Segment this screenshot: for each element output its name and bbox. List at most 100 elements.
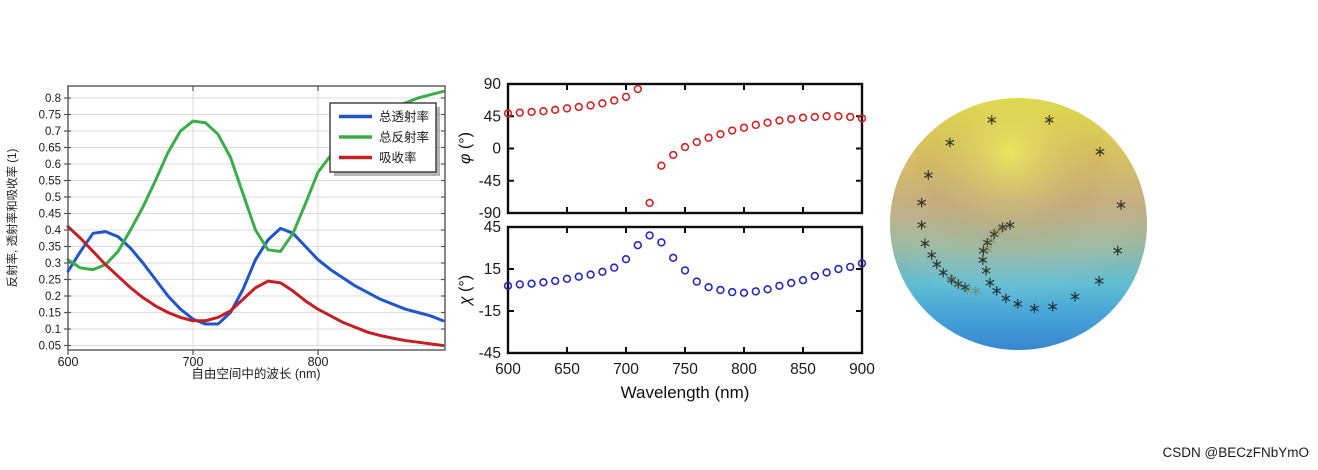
- data-point: [562, 274, 572, 283]
- y-tick-label: 0.3: [45, 258, 61, 270]
- sphere-marker: [985, 277, 995, 288]
- y-tick-label: 0.1: [45, 324, 61, 336]
- chi-tick-labels: 600 650 700 750 800 850 900 45 15 -15 -45: [479, 219, 876, 378]
- data-point: [763, 118, 772, 127]
- sphere-marker-dim: [983, 244, 993, 254]
- chi-scatter-chart: 600 650 700 750 800 850 900 45 15 -15 -45 χ (°) Wa…: [457, 219, 875, 402]
- data-point: [645, 198, 654, 208]
- data-point: [657, 238, 666, 247]
- x-tick-label: 850: [790, 361, 816, 378]
- x-tick-label: 800: [731, 361, 757, 378]
- data-point: [763, 285, 772, 294]
- chi-tick-marks: [507, 226, 863, 354]
- data-point: [834, 112, 843, 121]
- data-point: [810, 112, 819, 122]
- y-tick-label: 0: [492, 141, 501, 158]
- sphere-marker-dim: [997, 223, 1007, 234]
- data-point: [562, 104, 572, 113]
- y-tick-label: -90: [479, 205, 502, 222]
- sphere-marker: [923, 170, 933, 180]
- left-xaxis-label: 自由空间中的波长 (nm): [191, 366, 320, 381]
- chi-data-points: [503, 231, 867, 297]
- y-tick-label: 90: [484, 76, 502, 93]
- data-point: [727, 287, 737, 297]
- sphere-marker: [1005, 220, 1015, 230]
- data-point: [680, 142, 690, 152]
- data-point: [739, 288, 749, 297]
- left-tick-marks: [64, 86, 445, 355]
- data-point: [786, 278, 796, 288]
- sphere-marker: [992, 285, 1002, 296]
- data-point: [704, 133, 713, 142]
- data-point: [633, 241, 642, 250]
- spectra-line-chart: 0.05 0.1 0.15 0.2 0.25 0.3 0.35 0.4 0.45 0.5 0.55 0…: [5, 85, 446, 381]
- left-yaxis-label: 反射率, 透射率和吸收率 (1): [5, 149, 19, 288]
- data-point: [857, 114, 867, 123]
- data-point: [834, 264, 843, 274]
- data-point: [586, 270, 595, 279]
- data-point: [668, 150, 678, 160]
- y-tick-label: -45: [479, 345, 501, 362]
- y-tick-label: 0.05: [39, 341, 61, 353]
- data-point: [751, 287, 760, 296]
- chi-plot-frame: [506, 225, 864, 355]
- curve-总透射率: [66, 226, 445, 326]
- data-point: [586, 101, 595, 110]
- left-tick-labels: 0.05 0.1 0.15 0.2 0.25 0.3 0.35 0.4 0.45 0.5 0.55 0…: [39, 93, 329, 369]
- data-point: [539, 278, 548, 287]
- data-point: [786, 114, 796, 124]
- phi-plot-frame: [506, 82, 864, 215]
- chi-axis-label: χ (°): [457, 275, 474, 307]
- legend-label: 吸收率: [379, 150, 417, 165]
- sphere-marker-dim: [986, 235, 996, 246]
- sphere-marker-dim: [953, 279, 963, 290]
- data-point: [515, 280, 524, 289]
- sphere-marker: [978, 255, 988, 265]
- sphere-marker-dim: [971, 286, 981, 296]
- data-point: [692, 277, 701, 286]
- sphere-marker: [1029, 303, 1039, 314]
- sphere-marker: [917, 220, 927, 230]
- y-tick-label: 0.55: [39, 176, 61, 188]
- poincare-sphere: [890, 98, 1147, 350]
- x-tick-label: 750: [672, 361, 698, 378]
- y-tick-label: 45: [484, 108, 501, 125]
- sphere-marker: [1095, 146, 1105, 157]
- data-point: [822, 112, 831, 121]
- data-point: [598, 267, 607, 276]
- data-point: [727, 126, 737, 135]
- sphere-marker: [998, 222, 1008, 233]
- sphere-data-points: [917, 115, 1126, 314]
- sphere-marker-dim: [962, 284, 972, 295]
- data-point: [704, 283, 713, 292]
- y-tick-label: 0.6: [45, 159, 61, 171]
- data-point: [775, 281, 784, 290]
- legend-label: 总透射率: [379, 109, 429, 124]
- y-tick-label: 0.35: [39, 242, 61, 254]
- x-tick-label: 700: [183, 355, 204, 369]
- sphere-marker: [1044, 115, 1054, 125]
- y-tick-label: 0.75: [39, 110, 61, 122]
- y-tick-label: -45: [479, 173, 501, 190]
- x-tick-label: 900: [849, 361, 875, 378]
- y-tick-label: 0.25: [39, 275, 61, 287]
- legend-label: 总反射率: [379, 130, 429, 145]
- data-point: [810, 271, 819, 281]
- data-point: [574, 102, 583, 112]
- y-tick-label: 0.8: [45, 93, 61, 105]
- data-point: [751, 120, 760, 130]
- x-tick-label: 600: [495, 361, 521, 378]
- data-point: [609, 263, 619, 272]
- data-point: [621, 255, 631, 264]
- left-plot-frame: [67, 85, 446, 351]
- curve-吸收率: [66, 225, 445, 347]
- y-tick-label: 0.2: [45, 291, 61, 303]
- data-point: [798, 113, 808, 122]
- y-tick-label: 0.45: [39, 209, 61, 221]
- data-point: [857, 259, 867, 268]
- data-point: [550, 105, 560, 115]
- y-tick-label: -15: [479, 303, 501, 320]
- data-point: [716, 129, 725, 139]
